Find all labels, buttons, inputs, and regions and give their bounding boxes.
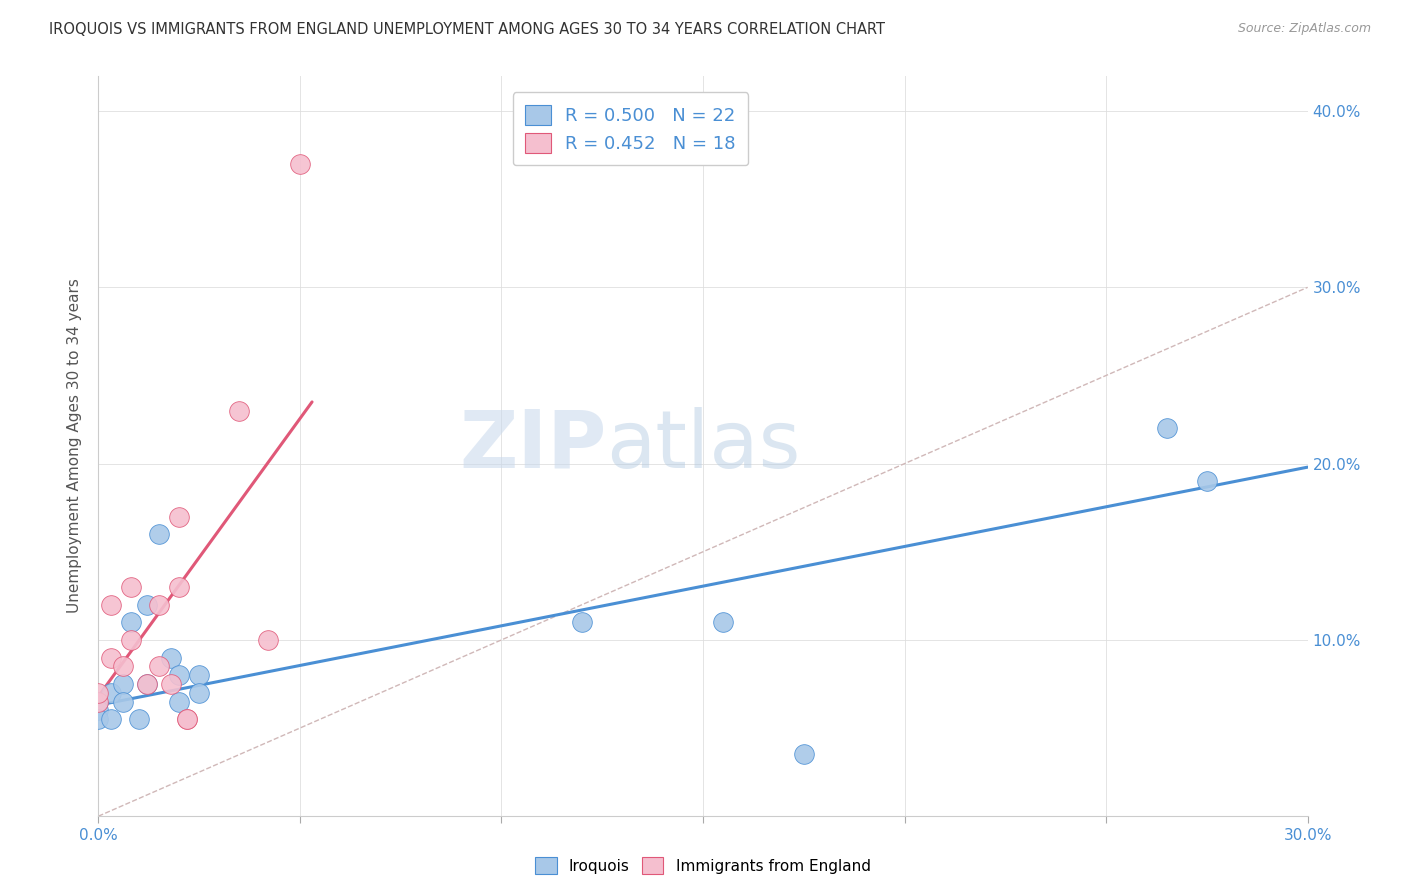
Point [167, 509, 190, 524]
Point [100, 686, 122, 700]
Point [135, 677, 157, 691]
Point [87, 695, 110, 709]
Point [176, 712, 198, 726]
Point [167, 668, 190, 682]
Point [228, 403, 250, 417]
Point [87, 703, 110, 717]
Point [111, 695, 134, 709]
Point [111, 659, 134, 673]
Point [188, 686, 211, 700]
Point [176, 712, 198, 726]
Point [148, 659, 170, 673]
Point [120, 615, 142, 630]
Point [87, 686, 110, 700]
Point [100, 598, 122, 612]
Point [87, 695, 110, 709]
Point [135, 598, 157, 612]
Point [148, 527, 170, 541]
Point [120, 580, 142, 594]
Point [160, 677, 183, 691]
Y-axis label: Unemployment Among Ages 30 to 34 years: Unemployment Among Ages 30 to 34 years [67, 278, 83, 614]
Point [160, 650, 183, 665]
Point [87, 712, 110, 726]
Point [100, 712, 122, 726]
Point [711, 615, 734, 630]
Point [1195, 475, 1218, 489]
Point [571, 615, 593, 630]
Point [120, 632, 142, 647]
Point [128, 712, 150, 726]
Text: ZIP: ZIP [458, 407, 606, 485]
Point [135, 677, 157, 691]
Point [793, 747, 815, 762]
Point [167, 580, 190, 594]
Text: Source: ZipAtlas.com: Source: ZipAtlas.com [1237, 22, 1371, 36]
Point [288, 157, 311, 171]
Legend: Iroquois, Immigrants from England: Iroquois, Immigrants from England [529, 851, 877, 880]
Point [111, 677, 134, 691]
Point [100, 650, 122, 665]
Point [256, 632, 278, 647]
Text: atlas: atlas [606, 407, 800, 485]
Text: IROQUOIS VS IMMIGRANTS FROM ENGLAND UNEMPLOYMENT AMONG AGES 30 TO 34 YEARS CORRE: IROQUOIS VS IMMIGRANTS FROM ENGLAND UNEM… [49, 22, 886, 37]
Point [167, 695, 190, 709]
Legend: R = 0.500   N = 22, R = 0.452   N = 18: R = 0.500 N = 22, R = 0.452 N = 18 [513, 92, 748, 165]
Point [1156, 421, 1178, 435]
Point [188, 668, 211, 682]
Point [148, 598, 170, 612]
